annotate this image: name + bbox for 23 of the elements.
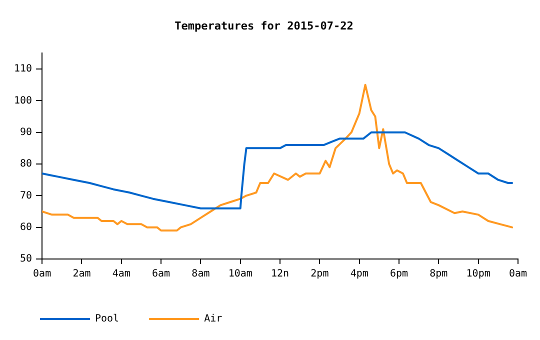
x-tick-label: 4am xyxy=(112,268,130,280)
x-tick-label: 6pm xyxy=(390,268,408,280)
y-tick-label: 90 xyxy=(20,126,32,138)
x-tick-label: 2pm xyxy=(310,268,329,280)
y-tick-label: 80 xyxy=(20,158,32,170)
chart-title: Temperatures for 2015-07-22 xyxy=(174,19,354,32)
y-tick-label: 70 xyxy=(20,190,32,202)
x-tick-label: 6am xyxy=(152,268,170,280)
x-tick-label: 0am xyxy=(508,268,528,280)
x-tick-label: 4pm xyxy=(350,268,368,280)
x-tick-label: 8am xyxy=(192,268,210,280)
legend-label: Pool xyxy=(95,314,120,325)
x-tick-label: 0am xyxy=(33,268,52,280)
y-tick-label: 110 xyxy=(14,64,32,75)
x-tick-label: 8pm xyxy=(430,268,448,280)
y-tick-label: 50 xyxy=(20,254,32,265)
x-tick-label: 10pm xyxy=(466,268,490,280)
legend-label: Air xyxy=(204,314,222,325)
x-tick-label: 12n xyxy=(271,268,290,280)
x-tick-label: 2am xyxy=(72,268,91,280)
y-tick-label: 100 xyxy=(14,95,32,106)
x-tick-label: 10am xyxy=(228,268,252,280)
y-tick-label: 60 xyxy=(20,222,32,233)
